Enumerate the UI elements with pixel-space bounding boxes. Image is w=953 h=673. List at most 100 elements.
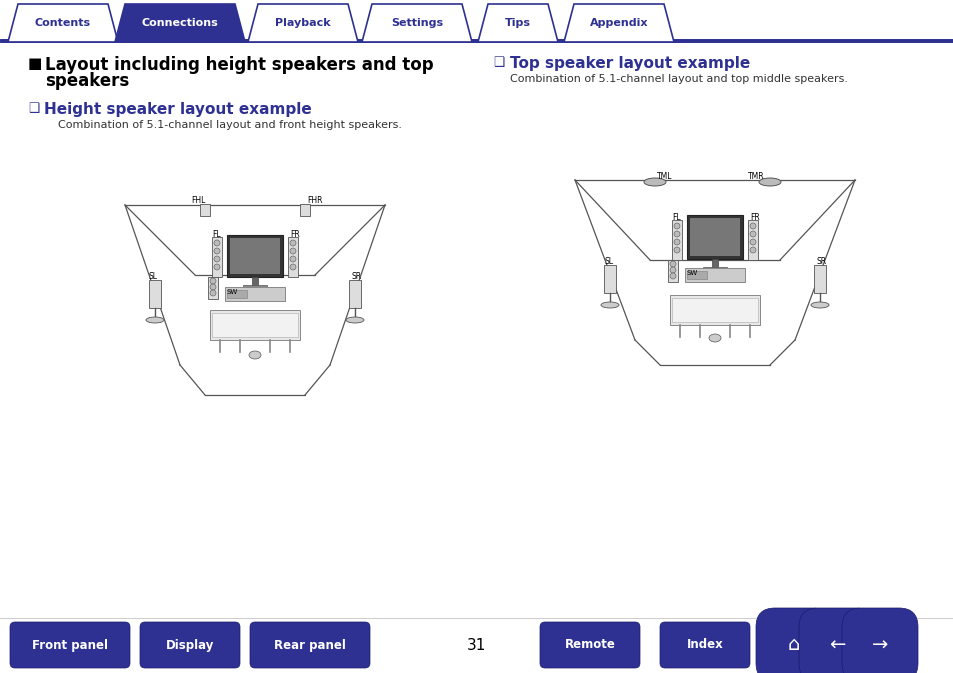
- Bar: [689, 218, 740, 256]
- Ellipse shape: [643, 178, 665, 186]
- Text: Display: Display: [166, 639, 214, 651]
- Text: Appendix: Appendix: [589, 18, 648, 28]
- Ellipse shape: [600, 302, 618, 308]
- Circle shape: [210, 284, 215, 290]
- Bar: [667, 260, 678, 282]
- Text: TML: TML: [657, 172, 672, 181]
- Text: Rear panel: Rear panel: [274, 639, 346, 651]
- Bar: [671, 298, 758, 322]
- Text: Front panel: Front panel: [32, 639, 108, 651]
- Circle shape: [213, 264, 220, 270]
- FancyBboxPatch shape: [755, 608, 831, 673]
- Ellipse shape: [708, 334, 720, 342]
- Text: SW: SW: [686, 270, 698, 276]
- FancyBboxPatch shape: [659, 622, 749, 668]
- Text: TMR: TMR: [747, 172, 763, 181]
- Text: Playback: Playback: [274, 18, 331, 28]
- Circle shape: [673, 239, 679, 245]
- Text: Settings: Settings: [391, 18, 442, 28]
- Ellipse shape: [810, 302, 828, 308]
- Bar: [711, 259, 718, 267]
- Bar: [210, 310, 299, 340]
- Polygon shape: [361, 4, 472, 42]
- Ellipse shape: [146, 317, 164, 323]
- Circle shape: [669, 267, 676, 273]
- Text: Contents: Contents: [35, 18, 91, 28]
- FancyBboxPatch shape: [140, 622, 240, 668]
- Bar: [208, 277, 218, 299]
- Bar: [212, 313, 297, 337]
- Text: Combination of 5.1-channel layout and front height speakers.: Combination of 5.1-channel layout and fr…: [58, 120, 401, 130]
- Text: SR: SR: [352, 272, 362, 281]
- FancyBboxPatch shape: [799, 608, 874, 673]
- Bar: [288, 237, 297, 277]
- Bar: [225, 287, 285, 301]
- Text: Remote: Remote: [564, 639, 615, 651]
- Text: FR: FR: [290, 230, 299, 239]
- FancyBboxPatch shape: [539, 622, 639, 668]
- Circle shape: [673, 231, 679, 237]
- Bar: [252, 277, 257, 285]
- Text: Connections: Connections: [141, 18, 218, 28]
- Ellipse shape: [346, 317, 364, 323]
- Text: SL: SL: [149, 272, 158, 281]
- Text: Combination of 5.1-channel layout and top middle speakers.: Combination of 5.1-channel layout and to…: [510, 74, 847, 84]
- Circle shape: [749, 247, 755, 253]
- Circle shape: [213, 248, 220, 254]
- Bar: [200, 204, 210, 216]
- Text: ⌂: ⌂: [787, 635, 800, 655]
- Circle shape: [213, 240, 220, 246]
- Polygon shape: [563, 4, 673, 42]
- Circle shape: [290, 248, 295, 254]
- Bar: [669, 295, 760, 325]
- FancyBboxPatch shape: [841, 608, 917, 673]
- Circle shape: [290, 264, 295, 270]
- FancyBboxPatch shape: [250, 622, 370, 668]
- Text: FHR: FHR: [307, 196, 322, 205]
- Bar: [212, 237, 222, 277]
- Text: FL: FL: [671, 213, 679, 222]
- Bar: [684, 268, 744, 282]
- Text: SL: SL: [604, 257, 614, 266]
- Polygon shape: [115, 4, 245, 42]
- Circle shape: [290, 240, 295, 246]
- Bar: [671, 220, 681, 260]
- Bar: [227, 235, 283, 277]
- Text: FHL: FHL: [191, 196, 205, 205]
- Text: FR: FR: [749, 213, 759, 222]
- Text: Layout including height speakers and top: Layout including height speakers and top: [45, 56, 434, 74]
- Bar: [349, 280, 360, 308]
- Bar: [813, 265, 825, 293]
- Polygon shape: [477, 4, 558, 42]
- Bar: [686, 271, 706, 279]
- Text: Index: Index: [686, 639, 722, 651]
- Text: Tips: Tips: [504, 18, 531, 28]
- Circle shape: [749, 231, 755, 237]
- Bar: [702, 267, 726, 271]
- Bar: [149, 280, 161, 308]
- Text: speakers: speakers: [45, 72, 129, 90]
- Circle shape: [673, 223, 679, 229]
- Text: ❑: ❑: [28, 102, 39, 115]
- Circle shape: [669, 261, 676, 267]
- Text: Top speaker layout example: Top speaker layout example: [510, 56, 749, 71]
- Text: FL: FL: [212, 230, 220, 239]
- Bar: [227, 290, 247, 298]
- Polygon shape: [8, 4, 118, 42]
- Text: ←: ←: [828, 635, 844, 655]
- Bar: [747, 220, 758, 260]
- Text: ❑: ❑: [493, 56, 504, 69]
- Ellipse shape: [759, 178, 781, 186]
- Circle shape: [213, 256, 220, 262]
- Bar: [299, 204, 310, 216]
- Text: →: →: [871, 635, 887, 655]
- Bar: [603, 265, 616, 293]
- Bar: [230, 238, 280, 274]
- Circle shape: [749, 239, 755, 245]
- Ellipse shape: [249, 351, 261, 359]
- Circle shape: [210, 290, 215, 296]
- Text: SW: SW: [227, 289, 238, 295]
- Bar: [243, 285, 267, 289]
- FancyBboxPatch shape: [10, 622, 130, 668]
- Circle shape: [673, 247, 679, 253]
